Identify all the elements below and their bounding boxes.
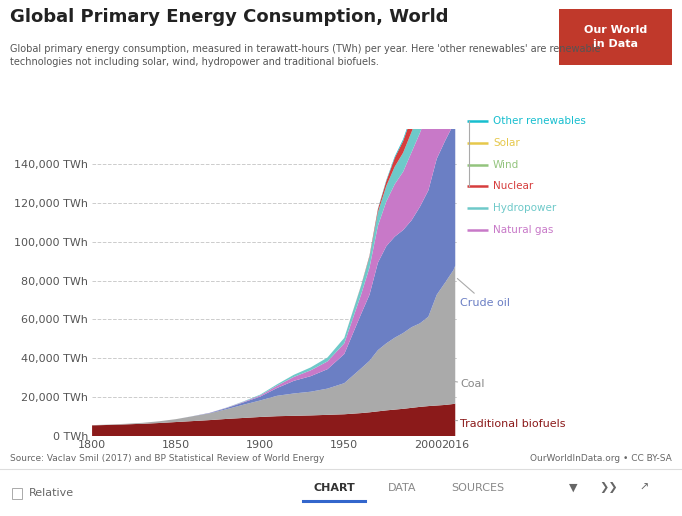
Text: CHART: CHART	[313, 482, 355, 493]
Text: Global Primary Energy Consumption, World: Global Primary Energy Consumption, World	[10, 8, 449, 26]
Text: Wind: Wind	[493, 159, 519, 170]
Text: Natural gas: Natural gas	[493, 224, 554, 235]
Text: ↗: ↗	[639, 482, 649, 493]
Text: Relative: Relative	[29, 488, 74, 498]
Text: Other renewables: Other renewables	[493, 116, 586, 126]
Text: ❯❯: ❯❯	[599, 482, 618, 493]
Text: ▼: ▼	[569, 482, 577, 493]
Text: Our World
in Data: Our World in Data	[584, 25, 647, 49]
Text: OurWorldInData.org • CC BY-SA: OurWorldInData.org • CC BY-SA	[530, 454, 672, 463]
Text: Source: Vaclav Smil (2017) and BP Statistical Review of World Energy: Source: Vaclav Smil (2017) and BP Statis…	[10, 454, 325, 463]
Text: Solar: Solar	[493, 138, 520, 148]
Text: SOURCES: SOURCES	[451, 482, 504, 493]
Text: Coal: Coal	[456, 379, 485, 390]
Text: Hydropower: Hydropower	[493, 203, 557, 213]
Text: Nuclear: Nuclear	[493, 181, 533, 191]
Text: Traditional biofuels: Traditional biofuels	[456, 420, 566, 429]
Text: Crude oil: Crude oil	[458, 279, 510, 308]
Text: Global primary energy consumption, measured in terawatt-hours (TWh) per year. He: Global primary energy consumption, measu…	[10, 44, 601, 67]
Text: DATA: DATA	[388, 482, 417, 493]
